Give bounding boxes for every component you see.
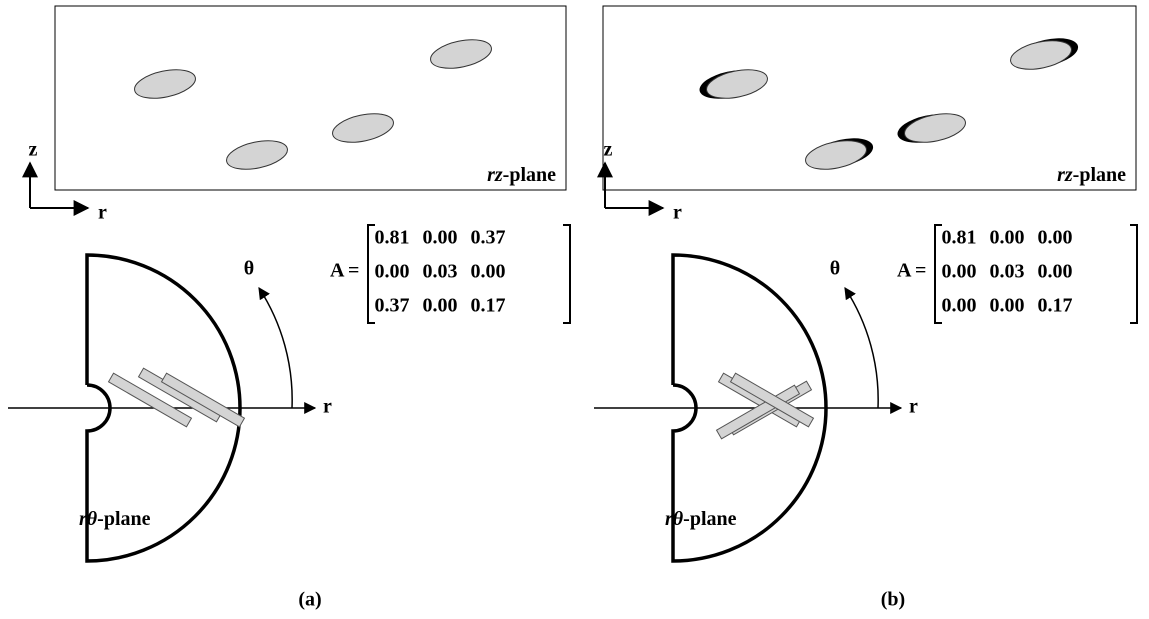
matrix-entry: 0.81 — [942, 227, 977, 249]
figure: rz-planezrrθrθ-planeA=0.810.000.370.000.… — [0, 0, 1149, 619]
particle — [132, 65, 198, 103]
z-label: z — [604, 139, 613, 161]
matrix-entry: 0.00 — [375, 261, 410, 283]
rtheta-italic: rθ — [665, 508, 684, 530]
theta-arrow — [259, 288, 292, 408]
matrix-entry: 0.03 — [423, 261, 458, 283]
matrix-equals: = — [915, 260, 926, 282]
matrix-entry: 0.00 — [990, 227, 1025, 249]
matrix-entry: 0.81 — [375, 227, 410, 249]
rtheta-text: -plane — [97, 508, 150, 530]
rz-italic: rz — [487, 164, 503, 186]
bracket-right — [1130, 225, 1137, 323]
matrix-entry: 0.00 — [942, 295, 977, 317]
rz-text: -plane — [1073, 164, 1126, 186]
caption: (b) — [881, 589, 905, 611]
r-label: r — [98, 202, 107, 224]
rz-plane-label: rz-plane — [487, 164, 556, 186]
matrix-equals: = — [348, 260, 359, 282]
matrix-name: A — [330, 260, 345, 282]
caption: (a) — [298, 589, 321, 611]
rz-italic: rz — [1057, 164, 1073, 186]
r-label: r — [673, 202, 682, 224]
matrix-entry: 0.37 — [375, 295, 410, 317]
particle — [330, 109, 396, 147]
theta-label: θ — [244, 258, 254, 280]
theta-label: θ — [830, 258, 840, 280]
matrix-entry: 0.17 — [471, 295, 506, 317]
matrix-entry: 0.00 — [423, 227, 458, 249]
matrix-entry: 0.00 — [423, 295, 458, 317]
matrix-entry: 0.00 — [471, 261, 506, 283]
matrix-entry: 0.00 — [942, 261, 977, 283]
z-label: z — [29, 139, 38, 161]
rtheta-italic: rθ — [79, 508, 98, 530]
rtheta-plane-label: rθ-plane — [79, 508, 151, 530]
rtheta-text: -plane — [683, 508, 736, 530]
particle — [428, 35, 494, 73]
r-axis-label: r — [909, 396, 918, 418]
rz-plane-label: rz-plane — [1057, 164, 1126, 186]
rz-text: -plane — [503, 164, 556, 186]
theta-arrow — [845, 288, 878, 408]
matrix-name: A — [897, 260, 912, 282]
matrix-entry: 0.00 — [990, 295, 1025, 317]
matrix-entry: 0.37 — [471, 227, 506, 249]
matrix-entry: 0.00 — [1038, 261, 1073, 283]
bracket-right — [563, 225, 570, 323]
matrix-entry: 0.03 — [990, 261, 1025, 283]
matrix-entry: 0.00 — [1038, 227, 1073, 249]
rz-plane-box — [55, 6, 566, 190]
r-axis-label: r — [323, 396, 332, 418]
particle — [224, 136, 290, 174]
rz-plane-box — [603, 6, 1136, 190]
rtheta-plane-label: rθ-plane — [665, 508, 737, 530]
matrix-entry: 0.17 — [1038, 295, 1073, 317]
